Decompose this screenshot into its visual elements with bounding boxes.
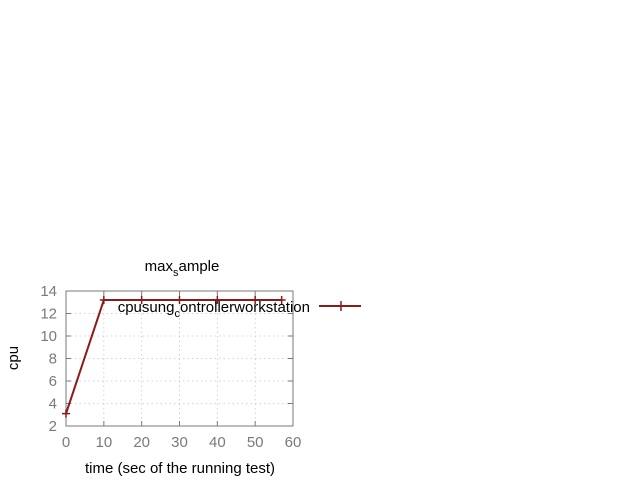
legend: cpusungcontrollerworkstation [118, 299, 361, 320]
x-tick-label: 0 [62, 434, 70, 451]
y-axis-label: cpu [5, 346, 22, 370]
y-tick-label: 4 [49, 396, 57, 413]
legend-label: cpusungcontrollerworkstation [118, 299, 310, 320]
data-point-marker [251, 296, 260, 304]
chart-title-base: max [145, 258, 174, 275]
data-point-marker [62, 409, 70, 418]
y-tick-label: 14 [40, 283, 57, 300]
x-tick-label: 10 [95, 434, 112, 451]
y-tick-label: 8 [49, 351, 57, 368]
legend-label-sub: c [174, 308, 180, 320]
x-tick-label: 40 [209, 434, 226, 451]
x-tick-label: 60 [285, 434, 302, 451]
legend-label-base: cpusung [118, 299, 175, 316]
data-point-marker [213, 296, 222, 304]
chart-title: maxsample [145, 258, 220, 279]
data-point-marker [137, 296, 146, 304]
grid-lines [66, 291, 293, 426]
legend-label-rest: ontrollerworkstation [180, 299, 310, 316]
series-layer [62, 296, 286, 418]
y-tick-label: 12 [40, 306, 57, 323]
x-tick-label: 50 [247, 434, 264, 451]
chart-title-sub: s [173, 267, 179, 279]
data-point-marker [175, 296, 184, 304]
y-tick-label: 6 [49, 373, 57, 390]
y-tick-label: 10 [40, 328, 57, 345]
y-tick-label: 2 [49, 418, 57, 435]
data-point-marker [277, 296, 286, 304]
data-point-marker [99, 296, 108, 304]
axis-ticks: 0 10 20 30 40 50 60 2 4 6 8 10 12 14 [40, 283, 301, 451]
chart-title-rest: ample [178, 258, 219, 275]
x-tick-label: 20 [133, 434, 150, 451]
x-tick-label: 30 [171, 434, 188, 451]
legend-marker [336, 301, 346, 311]
x-axis-label: time (sec of the running test) [85, 460, 275, 477]
